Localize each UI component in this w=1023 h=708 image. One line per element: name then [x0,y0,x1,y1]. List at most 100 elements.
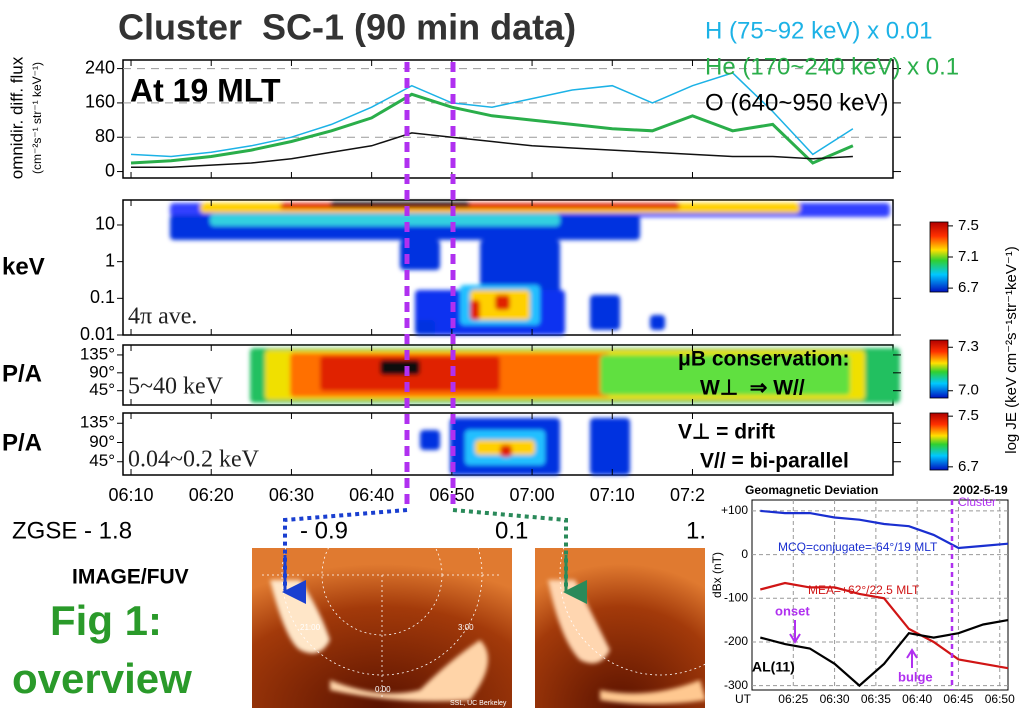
annotation: 0.04~0.2 keV [128,447,260,473]
flux-line [130,92,854,165]
annotation-note: μB conservation: [678,348,850,371]
x-tick-label: 06:25 [778,692,808,706]
annotation: At 19 MLT [130,72,281,108]
spectrogram [250,348,900,403]
annotation: AL(11) [752,659,795,675]
x-tick-label: 06:20 [189,485,234,505]
y-tick-label: 0 [105,160,115,180]
colorbar-tick-label: 6.7 [958,279,979,296]
magnetometer-line [760,619,1009,688]
spectrogram-patch [650,315,665,330]
y-axis-label: P/A [2,360,42,387]
spectrogram-patch [600,355,850,395]
spectrogram-patch [495,295,510,310]
colorbar-tick-label: 7.3 [958,338,979,355]
colorbar-tick-label: 7.5 [958,217,979,234]
x-tick-label: 06:35 [861,692,891,706]
spectrogram-patch [590,295,620,330]
y-tick-label: -200 [724,634,748,648]
colorbar-tick-label: 6.7 [958,458,979,475]
x-tick-label: 06:30 [269,485,314,505]
legend-entry: H (75~92 keV) x 0.01 [705,17,932,44]
image-label: IMAGE/FUV [72,566,189,589]
y-tick-label: -100 [724,590,748,604]
caption: Fig 1: [50,597,162,644]
annotation-note: V// = bi-parallel [700,450,849,473]
y-tick-label: 160 [85,92,115,112]
flux-line [130,72,854,158]
zgse-label: ZGSE - 1.8 [12,517,132,544]
y-tick-label: 135° [80,344,115,363]
x-tick-label: 06:10 [108,485,153,505]
y-tick-label: -300 [724,678,748,692]
y-tick-label: 240 [85,57,115,77]
annotation: 5~40 keV [128,374,224,400]
spectrogram-patch [500,445,512,457]
x-tick-label: 06:50 [985,692,1015,706]
spectrogram [420,418,630,475]
y-tick-label: 10 [95,214,115,234]
legend-entry: He (170~240 keV) x 0.1 [705,53,959,80]
y-tick-label: +100 [721,503,748,517]
y-axis-label: keV [2,253,45,280]
flux-line [131,132,853,169]
y-tick-label: 80 [95,126,115,146]
annotation: MCQ=conjugate=-64°/19 MLT [778,540,938,554]
annotation-note: W⊥ ⇒ W// [700,377,805,400]
y-tick-label: 90° [89,432,115,451]
colorbar [929,412,949,471]
aurora-image [252,474,761,708]
x-tick-label: 06:30 [820,692,850,706]
spectrogram-patch [380,360,420,375]
annotation: 4π ave. [128,304,197,330]
inset-title: Geomagnetic Deviation [745,483,878,497]
arrow [789,620,801,644]
x-tick-label: 07:20 [670,485,715,505]
colorbar-tick-label: 7.1 [958,248,979,265]
spectrogram [170,202,890,335]
annotation: onset [775,603,810,618]
zgse-label: 1. [686,517,706,544]
caption: overview [12,655,192,702]
y-tick-label: 0.1 [90,287,115,307]
spectrogram-patch [210,214,560,226]
spectrogram-patch [415,320,435,335]
y-tick-label: 45° [89,380,115,399]
marker-label: Cluster [958,495,996,509]
x-tick-label: 06:45 [943,692,973,706]
legend-entry: O (640~950 keV) [705,89,888,116]
inset-frame [751,499,1009,691]
arrow [906,648,918,668]
annotation: bulge [898,669,933,684]
y-axis-label: omnidir. diff. flux [7,56,26,179]
annotation: MEA=+62°/22.5 MLT [808,583,920,597]
magnetometer-line [760,581,1009,670]
y-axis-label: P/A [2,429,42,456]
y-tick-label: 45° [89,451,115,470]
colorbar-label: log JE (keV cm⁻²s⁻¹str⁻¹keV⁻¹) [1003,246,1020,454]
y-tick-label: 1 [105,250,115,270]
x-tick-label: 07:00 [510,485,555,505]
inset-subtitle: 2002-5-19 [953,483,1008,497]
colorbar-tick-label: 7.5 [958,407,979,424]
y-axis-label: (cm⁻²s⁻¹ str⁻¹ keV⁻¹) [30,62,44,174]
y-tick-label: 90° [89,362,115,381]
y-tick-label: 135° [80,413,115,432]
colorbar-tick-label: 7.0 [958,382,979,399]
x-tick-label: 06:40 [902,692,932,706]
zgse-label: 0.1 [495,517,528,544]
image-text: SSL, UC Berkeley [450,700,507,707]
spectrogram-patch [470,300,480,320]
y-axis-label: dBx (nT) [710,552,724,598]
y-tick-label: 0.01 [80,324,115,344]
image-text: 3:00 [458,623,474,632]
colorbar [929,339,949,399]
x-tick-label: 06:40 [349,485,394,505]
spectrogram-patch [400,240,440,270]
zgse-label: - 0.9 [300,517,348,544]
figure-title: Cluster SC-1 (90 min data) [118,7,576,48]
spectrogram-patch [590,418,630,475]
image-text: 21:00 [300,623,321,632]
spectrogram-patch [330,202,470,207]
